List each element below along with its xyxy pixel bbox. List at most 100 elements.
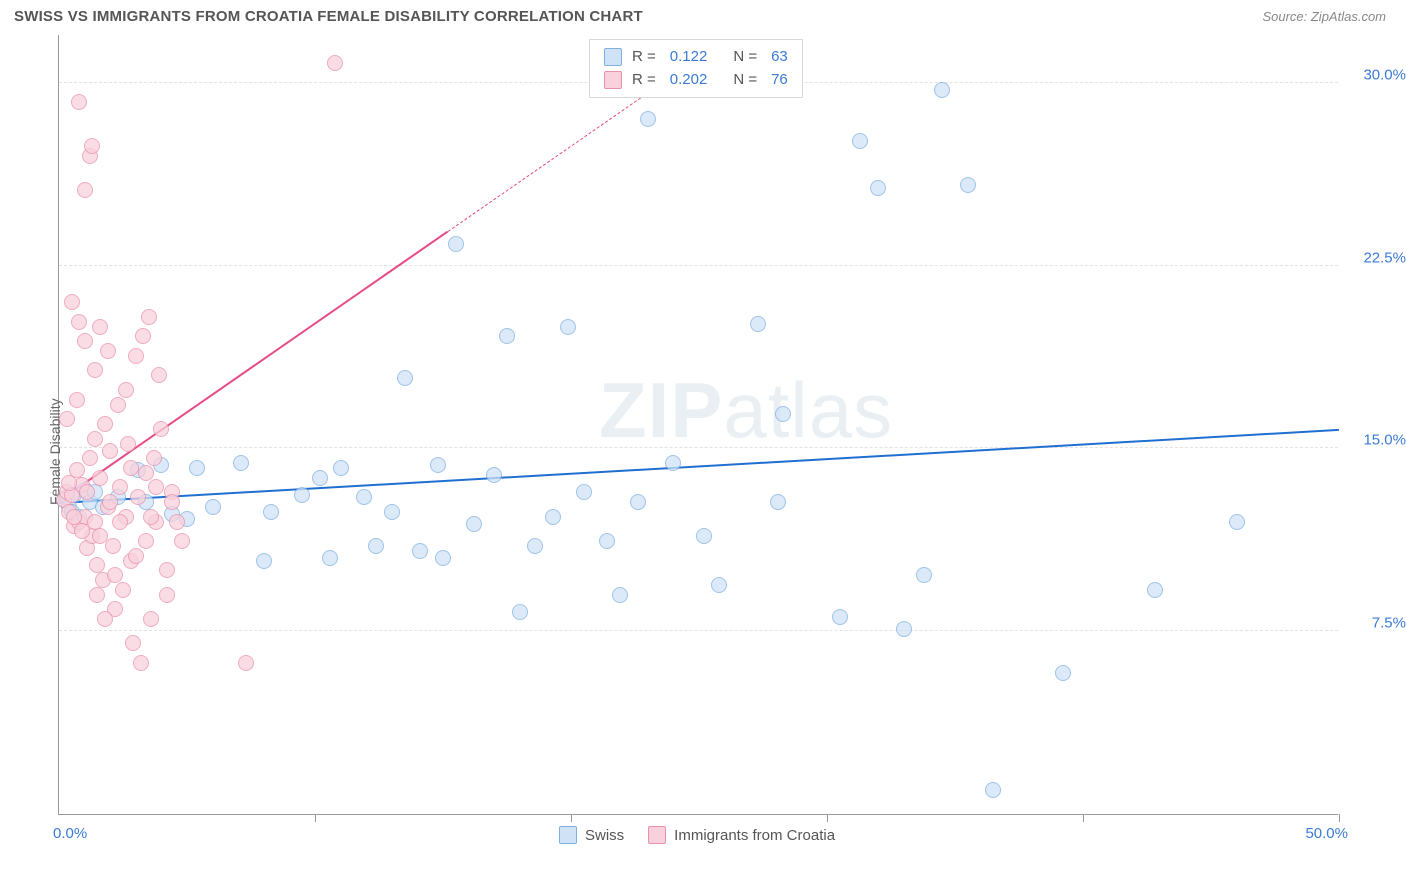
data-point [125,635,141,651]
data-point [92,528,108,544]
data-point [612,587,628,603]
x-tick [571,814,572,822]
data-point [832,609,848,625]
x-label-min: 0.0% [53,825,87,842]
data-point [87,362,103,378]
data-point [174,533,190,549]
data-point [294,487,310,503]
data-point [356,489,372,505]
legend-stats-row: R =0.202N =76 [604,69,788,92]
data-point [107,567,123,583]
chart-header: SWISS VS IMMIGRANTS FROM CROATIA FEMALE … [0,0,1406,29]
data-point [770,494,786,510]
data-point [77,333,93,349]
data-point [852,133,868,149]
data-point [435,550,451,566]
data-point [238,655,254,671]
y-tick-label: 7.5% [1372,615,1406,632]
data-point [128,348,144,364]
data-point [333,460,349,476]
legend-r-label: R = [632,46,656,69]
data-point [71,314,87,330]
data-point [696,528,712,544]
data-point [397,370,413,386]
data-point [159,562,175,578]
data-point [153,421,169,437]
trend-line [59,429,1339,504]
data-point [312,470,328,486]
data-point [110,397,126,413]
watermark: ZIPatlas [599,365,893,456]
data-point [870,180,886,196]
data-point [985,782,1001,798]
legend-swatch [648,826,666,844]
legend-stats: R =0.122N =63R =0.202N =76 [589,39,803,98]
data-point [84,138,100,154]
legend-r-value: 0.122 [670,46,708,69]
data-point [102,443,118,459]
data-point [92,319,108,335]
data-point [112,479,128,495]
data-point [148,479,164,495]
data-point [630,494,646,510]
data-point [71,94,87,110]
legend-series-label: Immigrants from Croatia [674,827,835,844]
data-point [327,55,343,71]
data-point [143,509,159,525]
data-point [164,494,180,510]
data-point [97,416,113,432]
y-tick-label: 15.0% [1363,432,1406,449]
legend-n-value: 76 [771,69,788,92]
data-point [466,516,482,532]
data-point [545,509,561,525]
data-point [960,177,976,193]
data-point [368,538,384,554]
legend-swatch [559,826,577,844]
data-point [100,343,116,359]
data-point [123,460,139,476]
data-point [138,465,154,481]
data-point [69,392,85,408]
data-point [750,316,766,332]
data-point [1229,514,1245,530]
x-tick [315,814,316,822]
data-point [169,514,185,530]
data-point [66,509,82,525]
data-point [576,484,592,500]
data-point [640,111,656,127]
data-point [560,319,576,335]
data-point [135,328,151,344]
data-point [1055,665,1071,681]
data-point [59,411,75,427]
data-point [916,567,932,583]
chart-container: ZIPatlas7.5%15.0%22.5%30.0%0.0%50.0%Fema… [14,35,1294,875]
chart-source: Source: ZipAtlas.com [1262,9,1386,24]
legend-series-item: Swiss [559,826,624,844]
data-point [384,504,400,520]
data-point [263,504,279,520]
data-point [527,538,543,554]
data-point [82,450,98,466]
data-point [1147,582,1163,598]
gridline [59,265,1338,266]
data-point [775,406,791,422]
data-point [896,621,912,637]
data-point [711,577,727,593]
legend-r-label: R = [632,69,656,92]
legend-series: Swiss Immigrants from Croatia [559,826,835,844]
data-point [115,582,131,598]
data-point [665,455,681,471]
data-point [133,655,149,671]
data-point [256,553,272,569]
data-point [448,236,464,252]
data-point [141,309,157,325]
data-point [599,533,615,549]
data-point [128,548,144,564]
data-point [79,484,95,500]
gridline [59,630,1338,631]
data-point [189,460,205,476]
data-point [64,294,80,310]
data-point [499,328,515,344]
legend-n-label: N = [733,46,757,69]
data-point [151,367,167,383]
